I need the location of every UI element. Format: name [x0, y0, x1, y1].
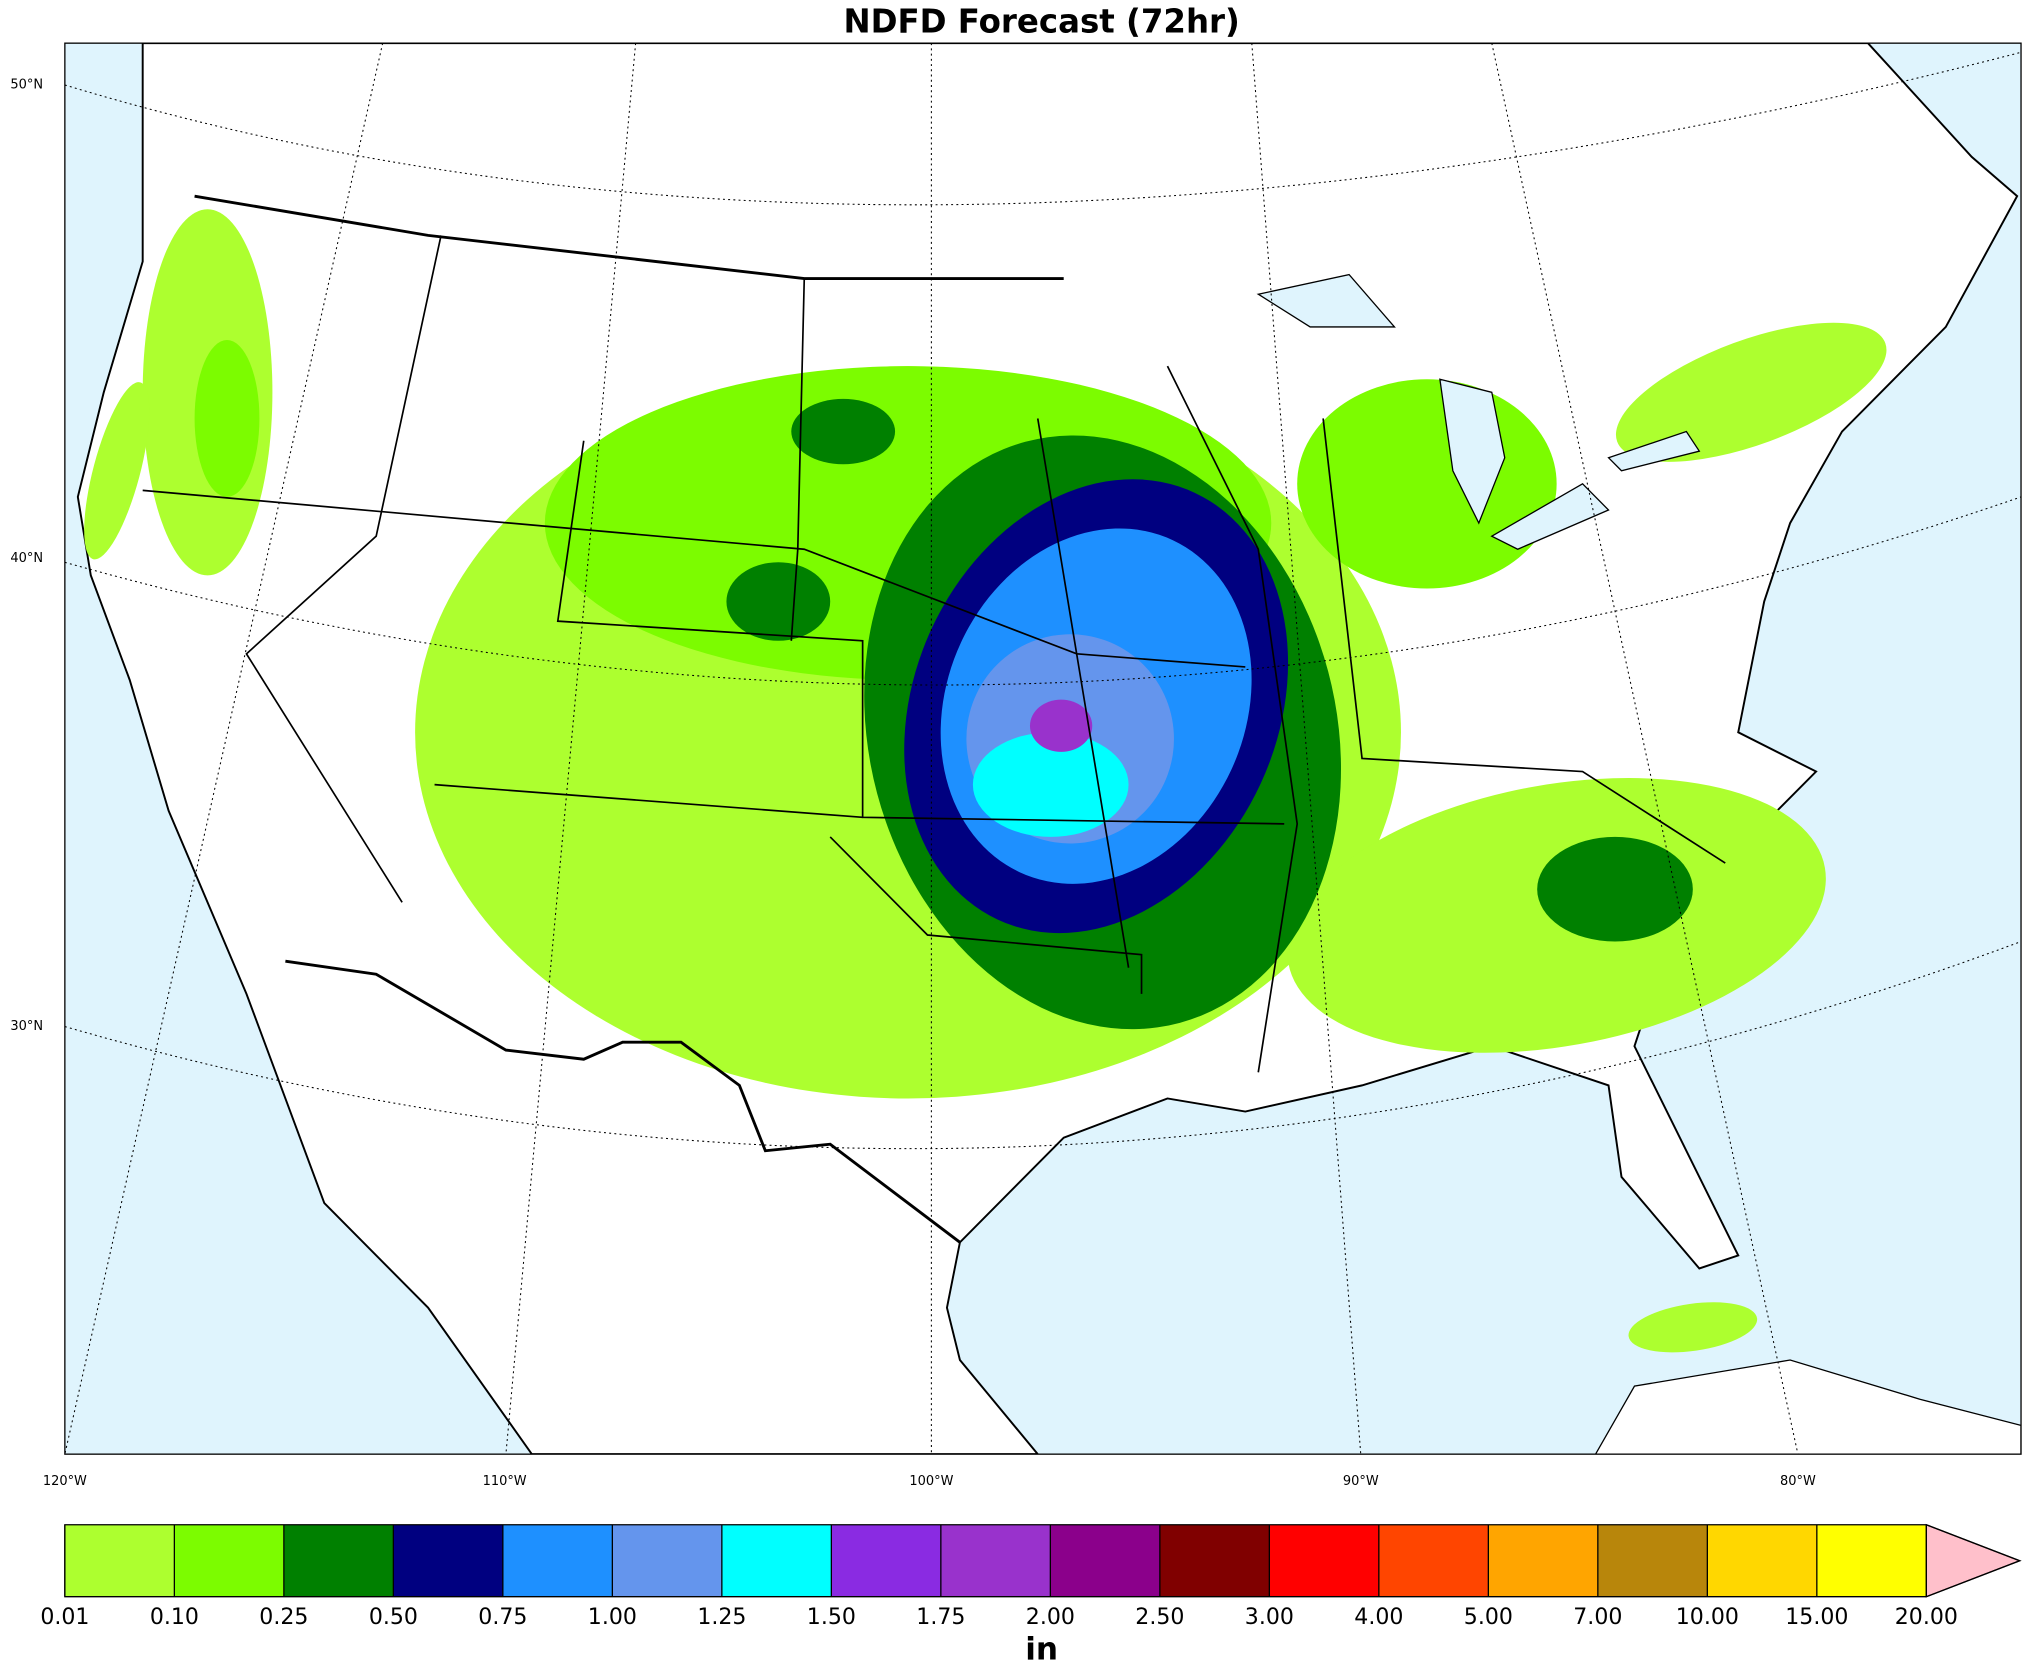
- precip-region: [726, 562, 831, 641]
- colorbar-unit: in: [1025, 1631, 1058, 1666]
- colorbar: 0.01 0.10 0.25 0.50 0.75 1.00 1.25 1.50 1.75 2.00…: [40, 1523, 2022, 1630]
- precip-region: [1537, 836, 1693, 942]
- precip-region: [972, 732, 1129, 837]
- lon-label: 120°W: [43, 1474, 87, 1489]
- colorbar-tick-label: 20.00: [1895, 1604, 1958, 1630]
- colorbar-bin: [1597, 1524, 1708, 1597]
- colorbar-bin: [502, 1524, 613, 1597]
- colorbar-bin: [1269, 1524, 1380, 1597]
- colorbar-tick-label: 7.00: [1573, 1604, 1622, 1630]
- precip-region: [1297, 379, 1557, 589]
- precip-region: [1615, 322, 1887, 462]
- precip-region: [791, 398, 896, 465]
- colorbar-bin: [64, 1524, 175, 1597]
- colorbar-tick-label: 0.10: [150, 1604, 199, 1630]
- precip-region: [1628, 1302, 1758, 1353]
- cuba: [1594, 1359, 2022, 1455]
- colorbar-bin: [940, 1524, 1051, 1597]
- precip-region: [1029, 699, 1093, 752]
- colorbar-bin: [1159, 1524, 1270, 1597]
- colorbar-tick-label: 0.25: [259, 1604, 308, 1630]
- colorbar-tick-label: 1.75: [916, 1604, 965, 1630]
- colorbar-bin: [1378, 1524, 1489, 1597]
- colorbar-tick-label: 1.25: [697, 1604, 746, 1630]
- map-frame: [64, 42, 2022, 1455]
- lon-label: 80°W: [1780, 1474, 1816, 1489]
- colorbar-extend: [1925, 1523, 2022, 1598]
- borders: [142, 194, 1726, 1244]
- colorbar-bin: [1488, 1524, 1599, 1597]
- lon-label: 110°W: [483, 1474, 527, 1489]
- map: [64, 43, 2022, 1455]
- colorbar-bin: [1707, 1524, 1818, 1597]
- colorbar-bin: [612, 1524, 723, 1597]
- colorbar-tick-label: 5.00: [1464, 1604, 1513, 1630]
- colorbar-tick-label: 4.00: [1354, 1604, 1403, 1630]
- colorbar-bin: [831, 1524, 942, 1597]
- colorbar-tick-label: 15.00: [1785, 1604, 1848, 1630]
- colorbar-tick-label: 10.00: [1676, 1604, 1739, 1630]
- colorbar-bin: [283, 1524, 394, 1597]
- colorbar-tick-label: 0.75: [478, 1604, 527, 1630]
- map-title: NDFD Forecast (72hr): [843, 2, 1239, 40]
- lon-label: 90°W: [1343, 1474, 1379, 1489]
- colorbar-bin: [174, 1524, 285, 1597]
- colorbar-tick-label: 0.50: [369, 1604, 418, 1630]
- colorbar-bin: [393, 1524, 504, 1597]
- lon-label: 100°W: [909, 1474, 953, 1489]
- lat-label: 50°N: [10, 77, 43, 92]
- colorbar-tick-label: 0.01: [40, 1604, 89, 1630]
- colorbar-bin: [1050, 1524, 1161, 1597]
- precip-region: [84, 382, 150, 560]
- colorbar-tick-label: 3.00: [1245, 1604, 1294, 1630]
- precip-region: [194, 340, 260, 497]
- colorbar-tick-label: 2.00: [1026, 1604, 1075, 1630]
- graticule: [64, 43, 2022, 1455]
- colorbar-bin: [721, 1524, 832, 1597]
- lat-label: 40°N: [10, 551, 43, 566]
- lakes: [1256, 273, 1701, 550]
- lat-label: 30°N: [10, 1019, 43, 1034]
- colorbar-bin: [1816, 1524, 1927, 1597]
- colorbar-tick-label: 1.00: [588, 1604, 637, 1630]
- graticule-labels: 50°N 40°N 30°N 120°W 110°W 100°W 90°W 80…: [10, 77, 1816, 1489]
- colorbar-tick-label: 2.50: [1135, 1604, 1184, 1630]
- colorbar-tick-label: 1.50: [807, 1604, 856, 1630]
